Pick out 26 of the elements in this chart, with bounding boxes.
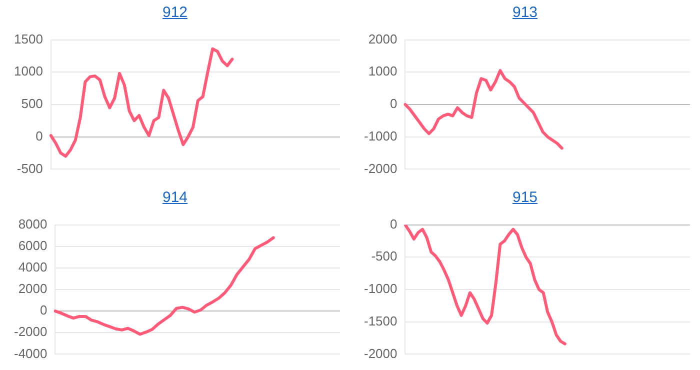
- y-tick-label: -2000: [14, 324, 48, 340]
- y-tick-label: 6000: [18, 238, 48, 253]
- y-tick-label: 0: [390, 96, 398, 112]
- y-tick-label: -1000: [364, 281, 398, 296]
- y-tick-label: -4000: [14, 346, 48, 361]
- y-tick-label: -2000: [364, 346, 398, 361]
- chart-title: 913: [511, 3, 539, 23]
- y-tick-label: 0: [36, 128, 43, 144]
- chart-title: 914: [161, 188, 189, 208]
- y-tick-label: -500: [16, 160, 43, 176]
- y-tick-label: 500: [21, 96, 43, 112]
- y-tick-label: 0: [40, 302, 48, 318]
- y-tick-label: 1500: [14, 31, 43, 46]
- y-tick-label: -1500: [364, 313, 398, 328]
- y-tick-label: -500: [371, 248, 398, 264]
- y-tick-label: 1000: [368, 64, 398, 79]
- y-tick-label: 2000: [368, 31, 398, 46]
- chart-title: 915: [511, 188, 539, 208]
- y-tick-label: 1000: [14, 64, 43, 79]
- y-tick-label: 4000: [18, 260, 48, 275]
- y-tick-label: 8000: [18, 216, 48, 232]
- y-tick-label: -1000: [364, 128, 398, 144]
- chart-title: 912: [161, 3, 189, 23]
- y-tick-label: -2000: [364, 160, 398, 176]
- y-tick-label: 0: [390, 216, 398, 232]
- y-tick-label: 2000: [18, 281, 48, 296]
